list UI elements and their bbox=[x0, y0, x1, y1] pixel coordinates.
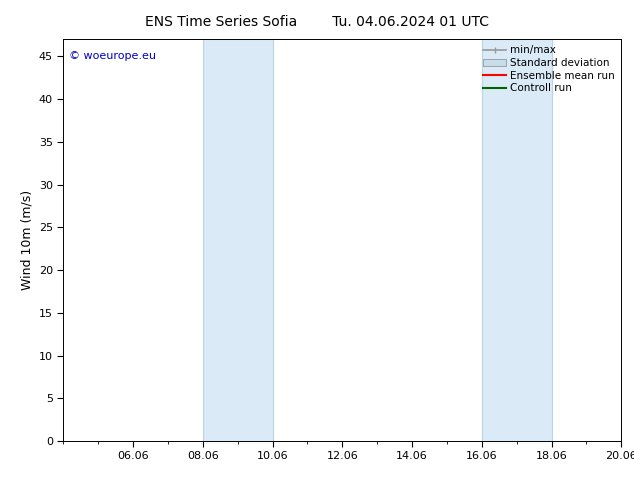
Legend: min/max, Standard deviation, Ensemble mean run, Controll run: min/max, Standard deviation, Ensemble me… bbox=[480, 42, 618, 97]
Text: © woeurope.eu: © woeurope.eu bbox=[69, 51, 156, 61]
Y-axis label: Wind 10m (m/s): Wind 10m (m/s) bbox=[20, 190, 34, 290]
Bar bbox=[482, 39, 552, 441]
Text: ENS Time Series Sofia        Tu. 04.06.2024 01 UTC: ENS Time Series Sofia Tu. 04.06.2024 01 … bbox=[145, 15, 489, 29]
Bar bbox=[203, 39, 273, 441]
